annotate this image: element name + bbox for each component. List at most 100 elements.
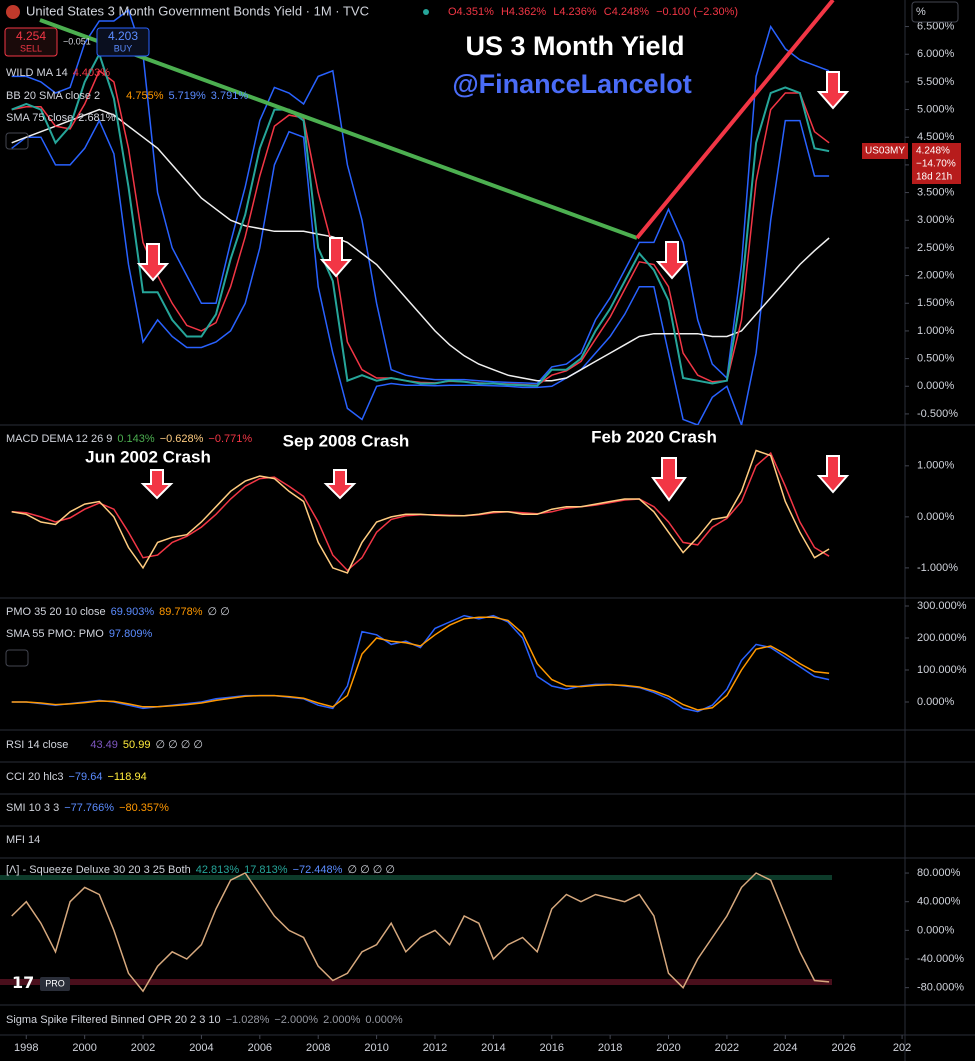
- x-tick-label: 2018: [598, 1042, 622, 1054]
- legend-cci: CCI 20 hlc3 −79.64 −118.94: [6, 771, 147, 783]
- legend-name: PMO 35 20 10 close: [6, 606, 106, 618]
- series-line: [11, 616, 830, 711]
- sell-button[interactable]: [4, 27, 58, 57]
- y-tick-label: 1.000%: [917, 325, 955, 337]
- x-tick-label: 1998: [14, 1042, 38, 1054]
- legend-value: 2.000%: [323, 1014, 361, 1026]
- y-tick-label: 300.000%: [917, 600, 967, 612]
- legend-value: 4.755%: [126, 90, 164, 102]
- legend-name: CCI 20 hlc3: [6, 771, 63, 783]
- x-tick-label: 2026: [831, 1042, 855, 1054]
- pane-plot: [11, 872, 830, 993]
- close: C4.248%: [604, 6, 649, 18]
- legend-pmo: PMO 35 20 10 close 69.903% 89.778% ∅ ∅: [6, 606, 230, 618]
- x-tick-label: 2014: [481, 1042, 505, 1054]
- legend-name: SMI 10 3 3: [6, 802, 59, 814]
- legend-name: [Λ] - Squeeze Deluxe 30 20 3 25 Both: [6, 864, 191, 876]
- legend-value: 4.403%: [73, 67, 111, 79]
- legend-mfi: MFI 14: [6, 834, 40, 846]
- price-tag-countdown: 18d 21h: [916, 172, 952, 183]
- collapse-button[interactable]: [5, 132, 29, 150]
- y-tick-label: 6.000%: [917, 48, 955, 60]
- legend-smi: SMI 10 3 3 −77.766% −80.357%: [6, 802, 169, 814]
- legend-value: ∅ ∅: [208, 606, 230, 618]
- annotation: Jun 2002 Crash: [85, 447, 211, 466]
- legend-value: ∅ ∅ ∅ ∅: [155, 739, 203, 751]
- legend-value: 0.000%: [365, 1014, 403, 1026]
- buy-button[interactable]: [96, 27, 150, 57]
- legend-value: −118.94: [107, 771, 146, 783]
- series-line: [11, 614, 830, 713]
- y-tick-label: 2.500%: [917, 242, 955, 254]
- y-tick-label: 0.500%: [917, 353, 955, 365]
- y-tick-label: 200.000%: [917, 632, 967, 644]
- pane-plot: [11, 614, 830, 713]
- axis-unit: %: [916, 6, 926, 18]
- x-tick-label: 2020: [656, 1042, 680, 1054]
- series-line: [11, 8, 830, 385]
- open: O4.351%: [448, 6, 494, 18]
- legend-name: RSI 14 close: [6, 739, 68, 751]
- x-tick-label: 2008: [306, 1042, 330, 1054]
- y-tick-label: -1.000%: [917, 562, 958, 574]
- high: H4.362%: [501, 6, 546, 18]
- y-tick-label: 0.000%: [917, 380, 955, 392]
- price-tag-change: −14.70%: [916, 159, 956, 170]
- buy-price: 4.203: [108, 29, 138, 43]
- annotation: Sep 2008 Crash: [283, 431, 410, 450]
- price-tag-price: 4.248%: [916, 146, 950, 157]
- x-tick-label: 2000: [72, 1042, 96, 1054]
- x-tick-label: 2006: [248, 1042, 272, 1054]
- x-tick-label: 2024: [773, 1042, 797, 1054]
- y-tick-label: 6.500%: [917, 20, 955, 32]
- legend-value: −80.357%: [119, 802, 169, 814]
- y-tick-label: 1.000%: [917, 460, 955, 472]
- arrow: [816, 455, 850, 494]
- legend-sigma: Sigma Spike Filtered Binned OPR 20 2 3 1…: [6, 1014, 403, 1026]
- annotation: Feb 2020 Crash: [591, 427, 717, 446]
- trend-line-up: [635, 0, 835, 240]
- y-tick-label: 5.000%: [917, 103, 955, 115]
- x-tick-label: 202: [893, 1042, 911, 1054]
- arrow: [655, 241, 689, 280]
- legend-name: MACD DEMA 12 26 9: [6, 433, 112, 445]
- legend-value: −0.771%: [208, 433, 252, 445]
- y-tick-label: 40.000%: [917, 896, 961, 908]
- sell-label: SELL: [20, 43, 42, 53]
- collapse-button[interactable]: [5, 649, 29, 667]
- symbol-tag: [862, 143, 908, 159]
- legend-name: WILD MA 14: [6, 67, 68, 79]
- legend-squeeze: [Λ] - Squeeze Deluxe 30 20 3 25 Both 42.8…: [6, 864, 395, 876]
- arrows: [136, 71, 850, 502]
- y-tick-label: 80.000%: [917, 867, 961, 879]
- y-tick-label: 1.500%: [917, 297, 955, 309]
- pane-plot: [11, 8, 830, 425]
- legend-value: 69.903%: [111, 606, 155, 618]
- series-line: [11, 118, 830, 425]
- y-tick-label: 3.000%: [917, 214, 955, 226]
- overlay-title: US 3 Month Yield: [465, 31, 684, 61]
- legend-name: Sigma Spike Filtered Binned OPR 20 2 3 1…: [6, 1014, 221, 1026]
- logo-badge: [40, 977, 70, 991]
- arrow: [651, 457, 687, 502]
- series-line: [11, 449, 830, 574]
- legend-sma: SMA 75 close 2.681%: [6, 112, 116, 124]
- legend-name: SMA 75 close: [6, 112, 73, 124]
- x-tick-label: 2016: [540, 1042, 564, 1054]
- series-line: [11, 51, 830, 387]
- price-tag: [912, 143, 961, 184]
- y-tick-label: 0.000%: [917, 924, 955, 936]
- pane-plot: [11, 449, 830, 574]
- series-line: [11, 108, 830, 382]
- legend-value: −72.448%: [293, 864, 343, 876]
- symbol-title: United States 3 Month Government Bonds Y…: [26, 3, 369, 18]
- legend-value: 89.778%: [159, 606, 203, 618]
- y-tick-label: 0.000%: [917, 696, 955, 708]
- market-status: [423, 9, 429, 15]
- arrow: [140, 469, 174, 500]
- unit-box[interactable]: [911, 1, 959, 23]
- x-tick-label: 2022: [715, 1042, 739, 1054]
- low: L4.236%: [553, 6, 597, 18]
- y-tick-label: -40.000%: [917, 953, 964, 965]
